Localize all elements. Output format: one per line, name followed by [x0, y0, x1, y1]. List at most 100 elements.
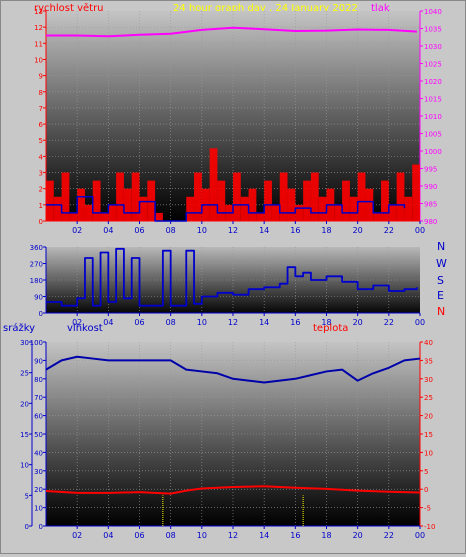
dir-xtick-label: 06: [134, 318, 144, 327]
pressure-ytick-label: 1000: [424, 148, 442, 156]
pressure-label: tlak: [371, 3, 390, 14]
dir-label-n-bottom: N: [437, 305, 445, 318]
dir-label-n-top: N: [437, 240, 445, 253]
humidity-ytick-label: 10: [34, 505, 43, 513]
wind-xtick-label: 04: [103, 226, 113, 235]
clim-xtick-label: 18: [321, 531, 331, 540]
rain-label: srážky: [3, 322, 35, 334]
temperature-line: [45, 485, 421, 495]
wind-speed-bar: [295, 204, 304, 221]
temperature-ytick-label: -10: [424, 523, 435, 531]
humidity-ytick-label: 60: [34, 413, 43, 421]
wind-speed-bar: [217, 180, 226, 221]
wind-xtick-label: 00: [415, 226, 425, 235]
pressure-ytick-label: 990: [424, 183, 437, 191]
wind-ytick-label: 0: [39, 218, 43, 226]
clim-xtick-label: 06: [134, 531, 144, 540]
wind-speed-bar: [92, 180, 101, 221]
wind-xtick-label: 14: [259, 226, 269, 235]
rain-ytick-label: 25: [20, 370, 29, 378]
humidity-ytick-label: 70: [34, 394, 43, 402]
wind-speed-bar: [84, 204, 93, 221]
wind-speed-bar: [404, 196, 413, 221]
wind-speed-bar: [365, 188, 374, 221]
rain-ytick-label: 10: [20, 462, 29, 470]
wind-xtick-label: 22: [384, 226, 394, 235]
humidity-ytick-label: 0: [39, 523, 43, 531]
wind-speed-bar: [279, 172, 288, 221]
clim-xtick-label: 10: [197, 531, 207, 540]
wind-direction-line: [46, 247, 418, 307]
humidity-ytick-label: 100: [30, 339, 43, 347]
dir-xtick-label: 04: [103, 318, 113, 327]
temperature-ytick-label: 25: [424, 394, 433, 402]
humidity-line: [45, 355, 421, 384]
humidity-ytick-label: 90: [34, 357, 43, 365]
wind-speed-bar: [69, 212, 78, 221]
dir-ytick-label: 270: [30, 261, 43, 269]
wind-speed-bar: [46, 180, 54, 221]
wind-speed-bar: [373, 212, 382, 221]
dir-ytick-label: 360: [30, 244, 43, 252]
wind-speed-bar: [194, 172, 202, 221]
wind-speed-bar: [303, 180, 311, 221]
wind-speed-bar: [357, 172, 366, 221]
rain-ytick-label: 5: [25, 492, 29, 500]
rain-ytick-label: 15: [20, 431, 29, 439]
wind-speed-bar: [256, 212, 265, 221]
dir-ytick-label: 0: [39, 310, 43, 318]
wind-speed-bar: [388, 204, 397, 221]
wind-speed-bar: [271, 204, 280, 221]
temperature-ytick-label: 10: [424, 449, 433, 457]
wind-speed-bar: [310, 172, 319, 221]
dir-xtick-label: 20: [353, 318, 363, 327]
temperature-ytick-label: 20: [424, 413, 433, 421]
pressure-ytick-label: 1020: [424, 78, 442, 86]
temperature-ytick-label: 5: [424, 468, 428, 476]
humidity-ytick-label: 40: [34, 449, 43, 457]
wind-ytick-label: 8: [39, 89, 43, 97]
wind-ytick-label: 11: [34, 40, 43, 48]
wind-speed-bar: [334, 204, 343, 221]
wind-ytick-label: 2: [39, 186, 43, 194]
wind-ytick-label: 4: [39, 153, 44, 161]
wind-speed-bar: [100, 212, 109, 221]
wind-speed-bar: [108, 204, 117, 221]
dir-xtick-label: 10: [197, 318, 207, 327]
pressure-ytick-label: 1005: [424, 131, 442, 139]
wind-speed-bar: [287, 188, 296, 221]
pressure-ytick-label: 1025: [424, 61, 442, 69]
chart-title: 24 hour graph day , 24 January 2022: [173, 3, 358, 14]
clim-xtick-label: 04: [103, 531, 113, 540]
clim-xtick-label: 00: [415, 531, 425, 540]
wind-speed-bar: [349, 196, 358, 221]
pressure-ytick-label: 980: [424, 218, 437, 226]
pressure-ytick-label: 1040: [424, 8, 442, 16]
temperature-ytick-label: 15: [424, 431, 433, 439]
clim-xtick-label: 14: [259, 531, 269, 540]
humidity-ytick-label: 30: [34, 468, 43, 476]
temperature-label: teplota: [313, 323, 348, 334]
dir-label-e: E: [437, 289, 444, 302]
pressure-ytick-label: 1030: [424, 43, 442, 51]
dir-xtick-label: 18: [321, 318, 331, 327]
wind-ytick-label: 13: [34, 8, 43, 16]
dir-xtick-label: 12: [228, 318, 238, 327]
wind-xtick-label: 12: [228, 226, 238, 235]
dir-xtick-label: 22: [384, 318, 394, 327]
dir-ytick-label: 180: [30, 277, 43, 285]
wind-xtick-label: 16: [290, 226, 300, 235]
dir-label-s: S: [437, 274, 444, 287]
rain-ytick-label: 0: [25, 523, 29, 531]
wind-speed-bar: [233, 172, 241, 221]
wind-ytick-label: 3: [39, 170, 43, 178]
wind-speed-bar: [61, 172, 70, 221]
wind-ytick-label: 7: [39, 105, 43, 113]
rain-ytick-label: 20: [20, 400, 29, 408]
clim-xtick-label: 02: [72, 531, 82, 540]
wind-speed-bar: [123, 188, 132, 221]
wind-ytick-label: 5: [39, 137, 43, 145]
wind-xtick-label: 06: [134, 226, 144, 235]
dir-xtick-label: 02: [72, 318, 82, 327]
